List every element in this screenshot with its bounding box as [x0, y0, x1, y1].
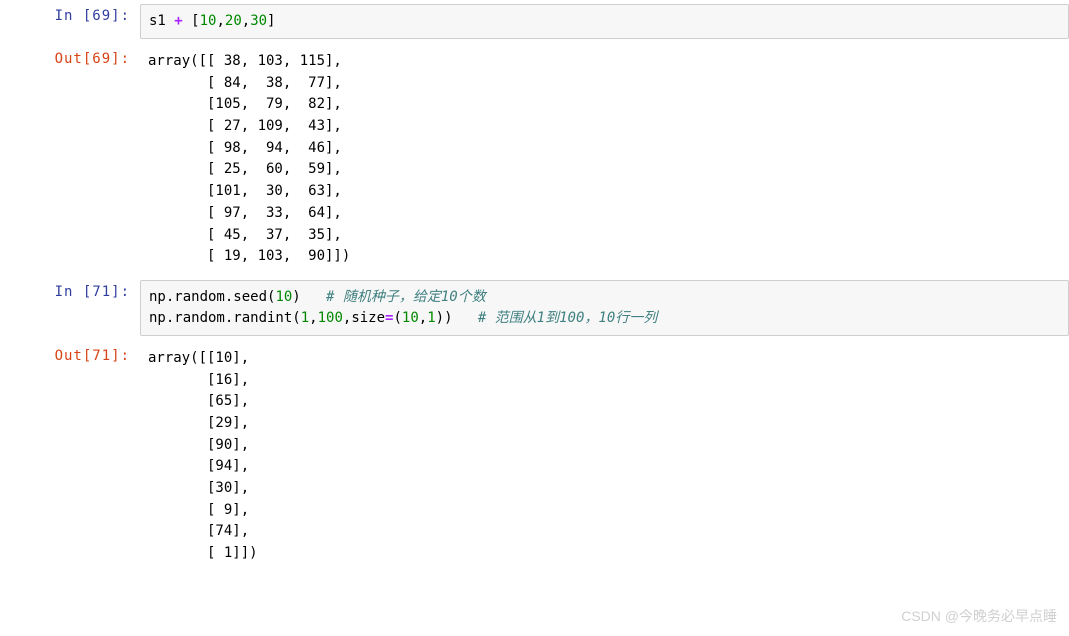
output-prompt: Out[69]: — [0, 47, 140, 71]
code-cell-input: In [71]:np.random.seed(10) # 随机种子，给定10个数… — [0, 276, 1069, 340]
output-prompt: Out[71]: — [0, 344, 140, 368]
code-input-area[interactable]: s1 + [10,20,30] — [140, 4, 1069, 39]
input-prompt: In [71]: — [0, 280, 140, 304]
watermark: CSDN @今晚务必早点睡 — [901, 606, 1057, 626]
code-cell-input: In [69]:s1 + [10,20,30] — [0, 0, 1069, 43]
code-input-area[interactable]: np.random.seed(10) # 随机种子，给定10个数 np.rand… — [140, 280, 1069, 336]
notebook-container: In [69]:s1 + [10,20,30]Out[69]:array([[ … — [0, 0, 1069, 573]
input-prompt: In [69]: — [0, 4, 140, 28]
output-text: array([[10], [16], [65], [29], [90], [94… — [140, 344, 1069, 569]
code-cell-output: Out[71]:array([[10], [16], [65], [29], [… — [0, 340, 1069, 573]
code-cell-output: Out[69]:array([[ 38, 103, 115], [ 84, 38… — [0, 43, 1069, 276]
output-text: array([[ 38, 103, 115], [ 84, 38, 77], [… — [140, 47, 1069, 272]
